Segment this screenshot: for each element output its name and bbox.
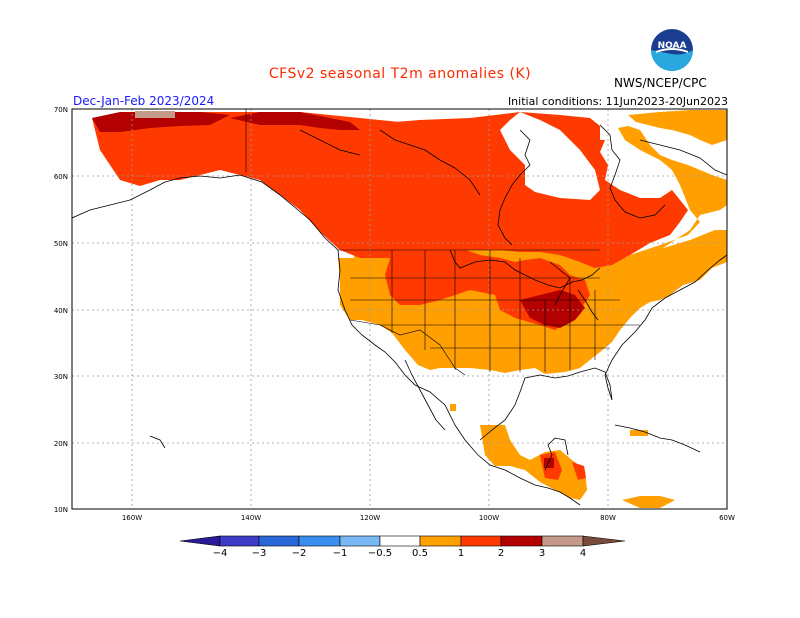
agency-label: NWS/NCEP/CPC bbox=[614, 76, 707, 90]
lat-label: 20N bbox=[54, 440, 68, 448]
lat-label: 40N bbox=[54, 307, 68, 315]
svg-text:NOAA: NOAA bbox=[658, 41, 687, 51]
map-frame bbox=[71, 108, 728, 510]
anomaly-2-3-area bbox=[92, 112, 585, 468]
lat-label: 70N bbox=[54, 106, 68, 114]
lon-label: 80W bbox=[600, 514, 616, 522]
initial-conditions: Initial conditions: 11Jun2023-20Jun2023 bbox=[507, 95, 728, 108]
colorbar-label: 3 bbox=[539, 548, 545, 559]
colorbar-bin bbox=[219, 535, 260, 547]
colorbar-bin bbox=[500, 535, 543, 547]
longitude-labels: 160W 140W 120W 100W 80W 60W bbox=[122, 514, 735, 522]
lat-label: 50N bbox=[54, 240, 68, 248]
anomaly-3-4-area bbox=[135, 111, 175, 118]
lon-label: 60W bbox=[719, 514, 735, 522]
colorbar-bin bbox=[339, 535, 381, 547]
noaa-logo-icon: NOAA bbox=[651, 29, 693, 71]
lat-label: 10N bbox=[54, 506, 68, 514]
colorbar-bin bbox=[582, 535, 626, 547]
latitude-labels: 70N 60N 50N 40N 30N 20N 10N bbox=[54, 106, 68, 514]
colorbar-bin bbox=[258, 535, 300, 547]
forecast-period: Dec-Jan-Feb 2023/2024 bbox=[73, 94, 215, 108]
coastlines bbox=[72, 124, 727, 506]
lon-label: 160W bbox=[122, 514, 142, 522]
lon-label: 100W bbox=[479, 514, 499, 522]
colorbar-bin bbox=[379, 535, 421, 547]
colorbar-label: 2 bbox=[498, 548, 504, 559]
colorbar-bin bbox=[541, 535, 584, 547]
colorbar-bin bbox=[298, 535, 341, 547]
map-title: CFSv2 seasonal T2m anomalies (K) bbox=[268, 66, 532, 82]
colorbar-bin bbox=[179, 535, 221, 547]
colorbar-label: −2 bbox=[292, 548, 307, 559]
colorbar-label: −4 bbox=[213, 548, 228, 559]
lat-label: 60N bbox=[54, 173, 68, 181]
colorbar-label: −0.5 bbox=[368, 548, 392, 559]
lon-label: 140W bbox=[241, 514, 261, 522]
colorbar-label: 1 bbox=[458, 548, 464, 559]
political-borders bbox=[245, 109, 640, 376]
lon-label: 120W bbox=[360, 514, 380, 522]
colorbar: −4 −3 −2 −1 −0.5 0.5 1 2 3 4 bbox=[179, 535, 626, 559]
colorbar-bin bbox=[460, 535, 502, 547]
lat-label: 30N bbox=[54, 373, 68, 381]
colorbar-label: −1 bbox=[333, 548, 348, 559]
colorbar-label: 4 bbox=[580, 548, 586, 559]
colorbar-label: −3 bbox=[252, 548, 267, 559]
anomaly-field bbox=[92, 110, 727, 508]
graticule bbox=[72, 109, 727, 509]
colorbar-label: 0.5 bbox=[412, 548, 428, 559]
colorbar-bin bbox=[419, 535, 462, 547]
